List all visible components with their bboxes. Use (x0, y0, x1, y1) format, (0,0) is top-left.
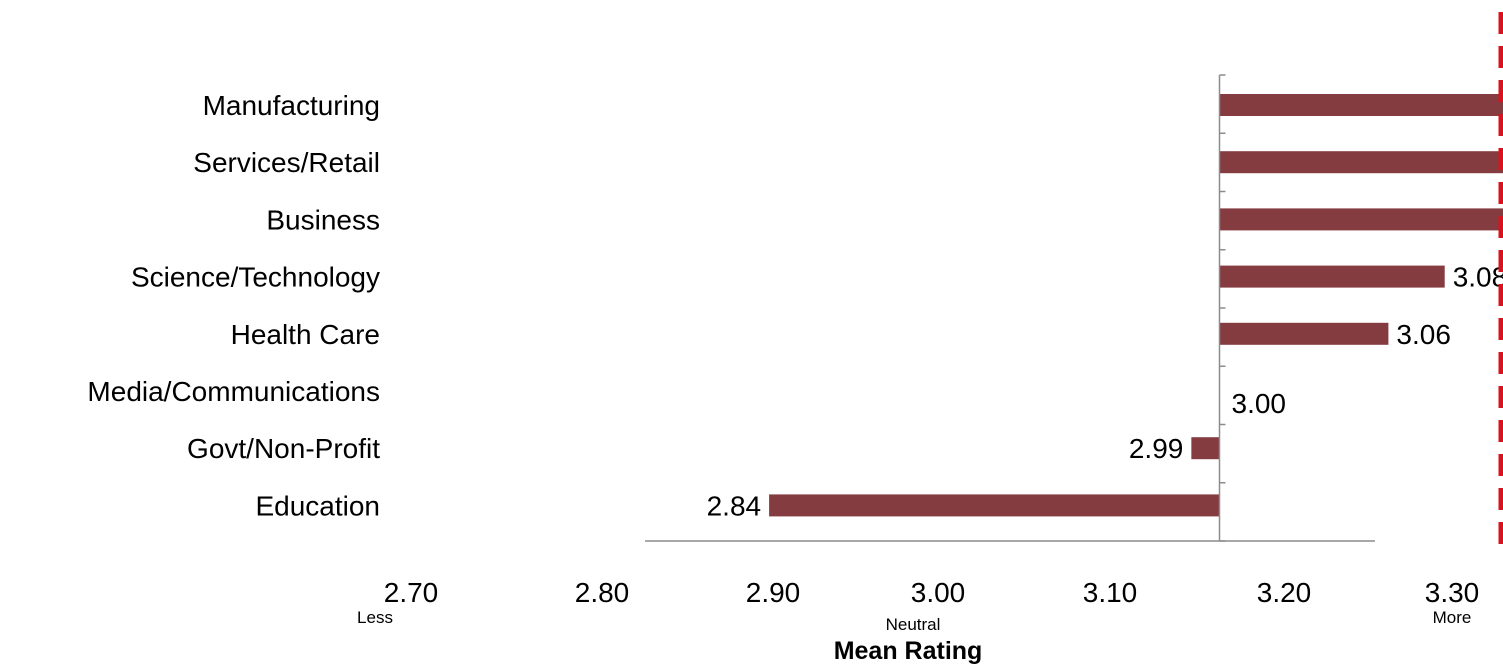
bar (1219, 208, 1503, 231)
data-label: 2.99 (1129, 433, 1184, 464)
scale-label-more: More (1433, 608, 1472, 627)
data-label: 3.06 (1396, 319, 1451, 350)
category-labels: Manufacturing Services/Retail Business Scie… (87, 90, 380, 521)
bar (1219, 322, 1389, 345)
category-label: Health Care (231, 319, 380, 350)
data-label: 2.84 (707, 490, 762, 521)
x-tick-labels: 2.70 2.80 2.90 3.00 3.10 3.20 3.30 (384, 577, 1480, 608)
bar (1219, 151, 1503, 174)
mean-reference: 3.1 overall mean (1498, 12, 1503, 556)
bar (1219, 94, 1503, 116)
category-label: Science/Technology (131, 262, 380, 293)
bar (769, 494, 1220, 517)
bar (1191, 437, 1220, 460)
bars-group (769, 94, 1503, 517)
x-tick-label: 2.80 (575, 577, 630, 608)
bar (1219, 265, 1445, 288)
scale-label-neutral: Neutral (886, 615, 941, 634)
category-label: Media/Communications (87, 376, 380, 407)
axis-group (645, 74, 1375, 542)
data-labels: 3.243.233.113.083.063.002.992.84 (707, 262, 1503, 522)
category-label: Govt/Non-Profit (187, 433, 380, 464)
category-label: Services/Retail (193, 147, 380, 178)
category-label: Education (255, 490, 380, 521)
data-label: 3.00 (1232, 388, 1287, 419)
category-label: Business (266, 204, 380, 235)
data-label: 3.08 (1453, 262, 1503, 293)
category-label: Manufacturing (203, 90, 380, 121)
x-tick-label: 2.70 (384, 577, 439, 608)
x-axis-title: Mean Rating (834, 637, 983, 665)
x-tick-label: 3.10 (1083, 577, 1138, 608)
x-tick-label: 3.30 (1425, 577, 1480, 608)
x-tick-label: 3.00 (911, 577, 966, 608)
x-tick-label: 2.90 (746, 577, 801, 608)
scale-label-less: Less (357, 608, 393, 627)
x-tick-label: 3.20 (1257, 577, 1312, 608)
